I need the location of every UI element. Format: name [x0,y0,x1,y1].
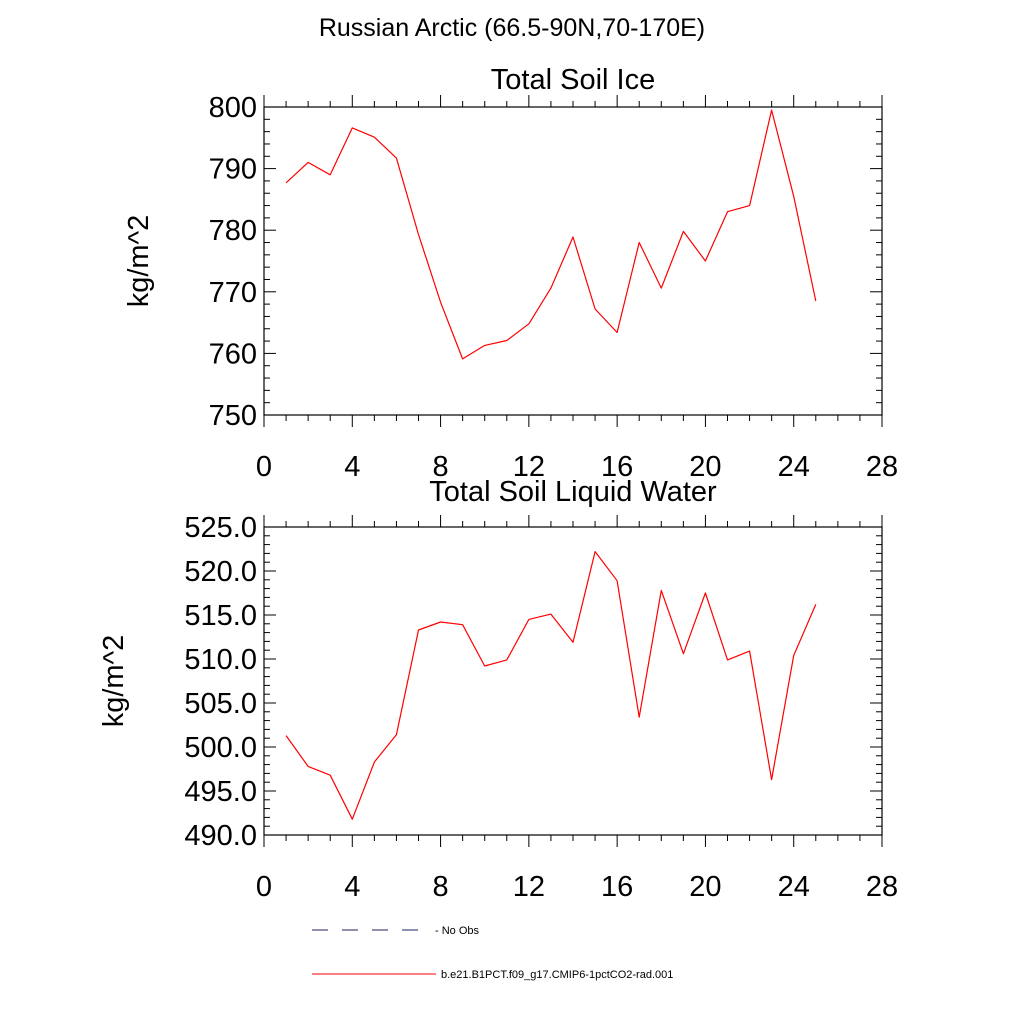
panel2-xtick-label: 28 [866,871,898,903]
panel2-xtick-label: 20 [689,871,721,903]
panel1-ytick-label: 790 [209,154,257,186]
panel1-ytick-label: 780 [209,215,257,247]
figure-suptitle: Russian Arctic (66.5-90N,70-170E) [318,14,706,42]
panel1-ytick-label: 800 [209,92,257,124]
panel2-ytick-label: 515.0 [184,600,257,632]
panel1-ytick-label: 750 [209,400,257,432]
panel1-xtick-label: 8 [433,451,449,483]
panel1-ylabel: kg/m^2 [123,215,155,308]
panel2-title: Total Soil Liquid Water [429,476,717,508]
panel2-ytick-label: 525.0 [184,512,257,544]
panel1-xtick-label: 20 [689,451,721,483]
panel2-xtick-label: 8 [433,871,449,903]
panel2-xtick-label: 0 [256,871,272,903]
panel2-ytick-label: 505.0 [184,688,257,720]
panel1-xtick-label: 12 [513,451,545,483]
panel2-xtick-label: 4 [344,871,360,903]
panel1-xtick-label: 24 [778,451,810,483]
panel1-xtick-label: 28 [866,451,898,483]
panel1-series-line [285,109,817,360]
panel2-ytick-label: 495.0 [184,776,257,808]
panel1-ytick-label: 760 [209,338,257,370]
legend-label-no-obs: - No Obs [435,925,480,937]
panel2-ytick-label: 510.0 [184,644,257,676]
panel1-xtick-label: 0 [256,451,272,483]
panel2-ytick-label: 490.0 [184,820,257,852]
legend-label-series: b.e21.B1PCT.f09_g17.CMIP6-1pctCO2-rad.00… [441,969,673,981]
panel2-ytick-label: 520.0 [184,556,257,588]
panel1-xtick-label: 4 [344,451,360,483]
panel2-xtick-label: 24 [778,871,810,903]
panel1-xtick-label: 16 [601,451,633,483]
panel1-title: Total Soil Ice [491,64,655,96]
panel1-ytick-label: 770 [209,277,257,309]
panel2-xtick-label: 16 [601,871,633,903]
panel1-plot-frame [263,106,883,416]
panel2-ytick-label: 500.0 [184,732,257,764]
panel2-series-line [285,550,817,820]
panel2-xtick-label: 12 [513,871,545,903]
panel2-ylabel: kg/m^2 [98,635,130,728]
